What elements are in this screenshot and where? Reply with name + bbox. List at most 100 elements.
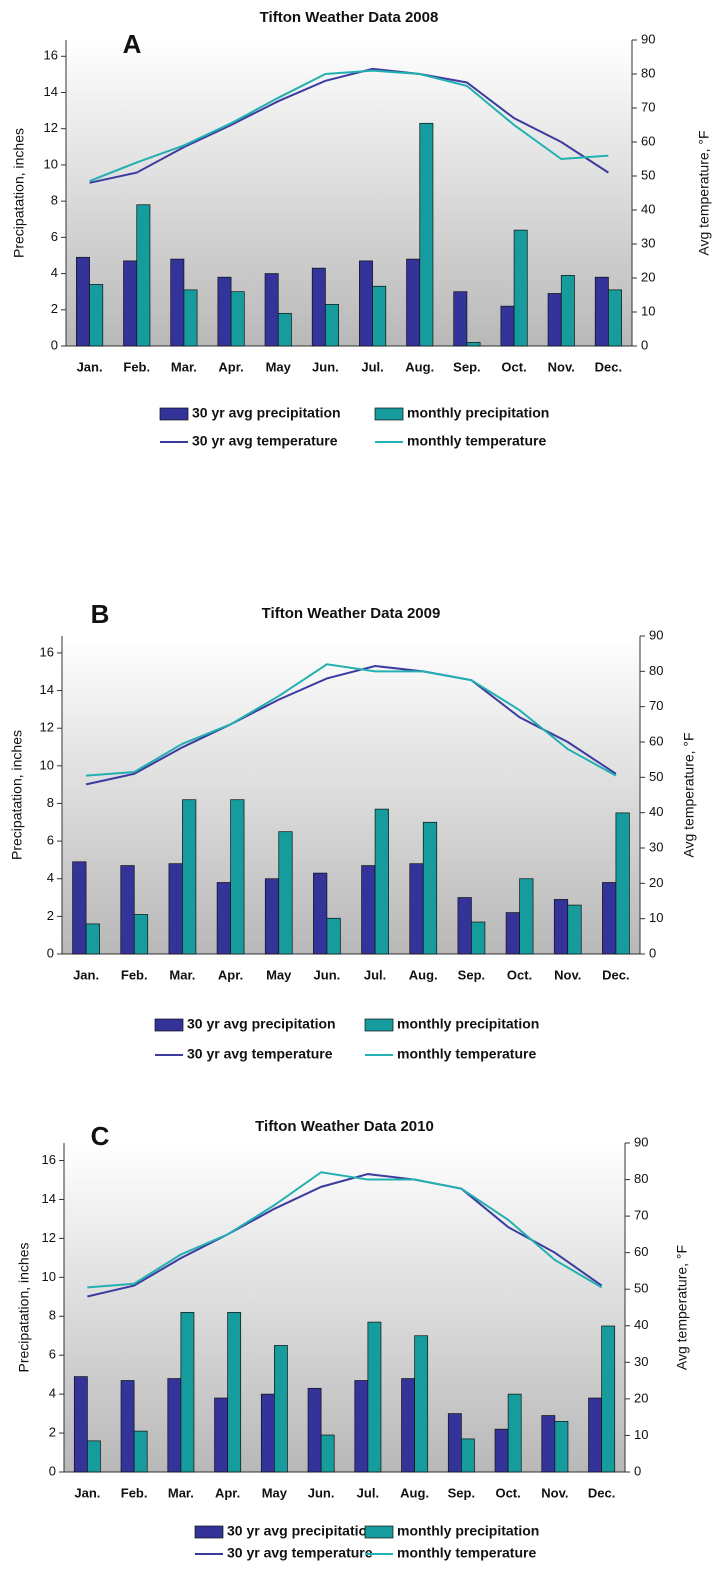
y-tick-label: 10 bbox=[42, 1269, 56, 1284]
y2-tick-label: 70 bbox=[634, 1208, 648, 1223]
bar bbox=[461, 1438, 475, 1473]
y-tick-label: 6 bbox=[47, 833, 54, 848]
x-tick-label: Feb. bbox=[121, 1485, 148, 1500]
bar bbox=[419, 122, 434, 347]
bar bbox=[507, 1393, 522, 1473]
x-tick-label: Jan. bbox=[77, 359, 103, 374]
legend-label: monthly temperature bbox=[397, 1046, 536, 1062]
x-tick-label: Apr. bbox=[215, 1485, 240, 1500]
bar bbox=[594, 276, 609, 347]
bar bbox=[133, 914, 149, 955]
legend-label: monthly temperature bbox=[407, 433, 546, 449]
bar bbox=[361, 865, 376, 955]
x-tick-label: Aug. bbox=[400, 1485, 429, 1500]
bar bbox=[354, 1380, 369, 1473]
y-tick-label: 8 bbox=[49, 1308, 56, 1323]
panel-label: C bbox=[91, 1121, 110, 1151]
x-tick-label: Jul. bbox=[357, 1485, 379, 1500]
y2-tick-label: 0 bbox=[634, 1463, 641, 1478]
chart-title: Tifton Weather Data 2010 bbox=[255, 1118, 434, 1135]
x-tick-label: Mar. bbox=[168, 1485, 194, 1500]
bar bbox=[541, 1415, 556, 1473]
bar bbox=[72, 861, 87, 955]
legend-label: 30 yr avg precipitation bbox=[187, 1016, 336, 1032]
y2-tick-label: 10 bbox=[649, 910, 663, 925]
bar bbox=[567, 904, 582, 955]
bar bbox=[182, 799, 197, 955]
legend-label: 30 yr avg temperature bbox=[187, 1046, 333, 1062]
chart-title: Tifton Weather Data 2009 bbox=[262, 605, 441, 622]
plot-area bbox=[66, 40, 632, 346]
bar bbox=[372, 285, 387, 347]
bar bbox=[519, 878, 534, 955]
y2-axis-label: Avg temperature, °F bbox=[674, 1245, 690, 1370]
bar bbox=[230, 291, 245, 347]
y2-tick-label: 60 bbox=[634, 1244, 648, 1259]
x-tick-label: Mar. bbox=[171, 359, 197, 374]
bar bbox=[422, 821, 438, 955]
y2-tick-label: 30 bbox=[649, 839, 663, 854]
bar bbox=[359, 260, 373, 347]
y-axis-label: Precipatation, inches bbox=[11, 128, 27, 258]
bar bbox=[554, 1421, 569, 1473]
y2-tick-label: 70 bbox=[649, 698, 663, 713]
y2-tick-label: 40 bbox=[649, 804, 663, 819]
chart-panel: Tifton Weather Data 2008 A Precipatation, … bbox=[11, 9, 712, 449]
bar bbox=[133, 1430, 148, 1473]
line bbox=[87, 1171, 603, 1289]
bar bbox=[89, 284, 104, 347]
bar bbox=[505, 912, 520, 955]
y2-tick-label: 40 bbox=[641, 201, 655, 216]
y2-tick-label: 30 bbox=[641, 235, 655, 250]
y2-tick-label: 60 bbox=[649, 733, 663, 748]
bar bbox=[260, 1393, 275, 1473]
x-tick-label: Oct. bbox=[501, 359, 526, 374]
y2-tick-label: 90 bbox=[641, 31, 655, 46]
bar bbox=[500, 305, 515, 347]
line bbox=[87, 1173, 603, 1298]
line bbox=[89, 69, 609, 183]
x-tick-label: Oct. bbox=[507, 967, 532, 982]
y2-tick-label: 80 bbox=[649, 663, 663, 678]
x-tick-label: Jun. bbox=[314, 967, 341, 982]
y-tick-label: 6 bbox=[51, 229, 58, 244]
line bbox=[89, 67, 609, 184]
bar bbox=[217, 276, 232, 347]
y-tick-label: 4 bbox=[47, 870, 54, 885]
y-tick-label: 4 bbox=[49, 1386, 56, 1401]
chart-title: Tifton Weather Data 2008 bbox=[260, 9, 439, 26]
x-tick-label: Nov. bbox=[541, 1485, 568, 1500]
y-tick-label: 0 bbox=[51, 337, 58, 352]
legend-label: 30 yr avg precipitation bbox=[192, 405, 341, 421]
bar bbox=[367, 1321, 382, 1473]
y2-tick-label: 80 bbox=[641, 65, 655, 80]
bar bbox=[414, 1335, 429, 1473]
bar bbox=[307, 1387, 322, 1473]
x-tick-label: May bbox=[266, 359, 292, 374]
y-tick-label: 12 bbox=[44, 120, 58, 135]
bar bbox=[494, 1428, 509, 1473]
bar bbox=[264, 878, 280, 955]
y-tick-label: 4 bbox=[51, 265, 58, 280]
y2-tick-label: 40 bbox=[634, 1317, 648, 1332]
bar bbox=[326, 917, 341, 955]
y-tick-label: 16 bbox=[44, 48, 58, 63]
bar bbox=[76, 256, 90, 347]
x-tick-label: Feb. bbox=[121, 967, 148, 982]
bar bbox=[471, 921, 486, 955]
bar bbox=[313, 872, 328, 955]
y2-tick-label: 20 bbox=[634, 1390, 648, 1405]
y-tick-label: 2 bbox=[49, 1425, 56, 1440]
x-tick-label: May bbox=[262, 1485, 288, 1500]
x-tick-label: Apr. bbox=[218, 359, 243, 374]
y2-tick-label: 0 bbox=[649, 945, 656, 960]
bar bbox=[73, 1376, 88, 1473]
x-tick-label: Nov. bbox=[554, 967, 581, 982]
bar bbox=[588, 1397, 602, 1473]
legend-label: monthly precipitation bbox=[407, 405, 549, 421]
bar bbox=[608, 289, 622, 347]
x-tick-label: Sep. bbox=[453, 359, 480, 374]
legend-label: monthly temperature bbox=[397, 1545, 536, 1561]
y-tick-label: 10 bbox=[40, 757, 54, 772]
